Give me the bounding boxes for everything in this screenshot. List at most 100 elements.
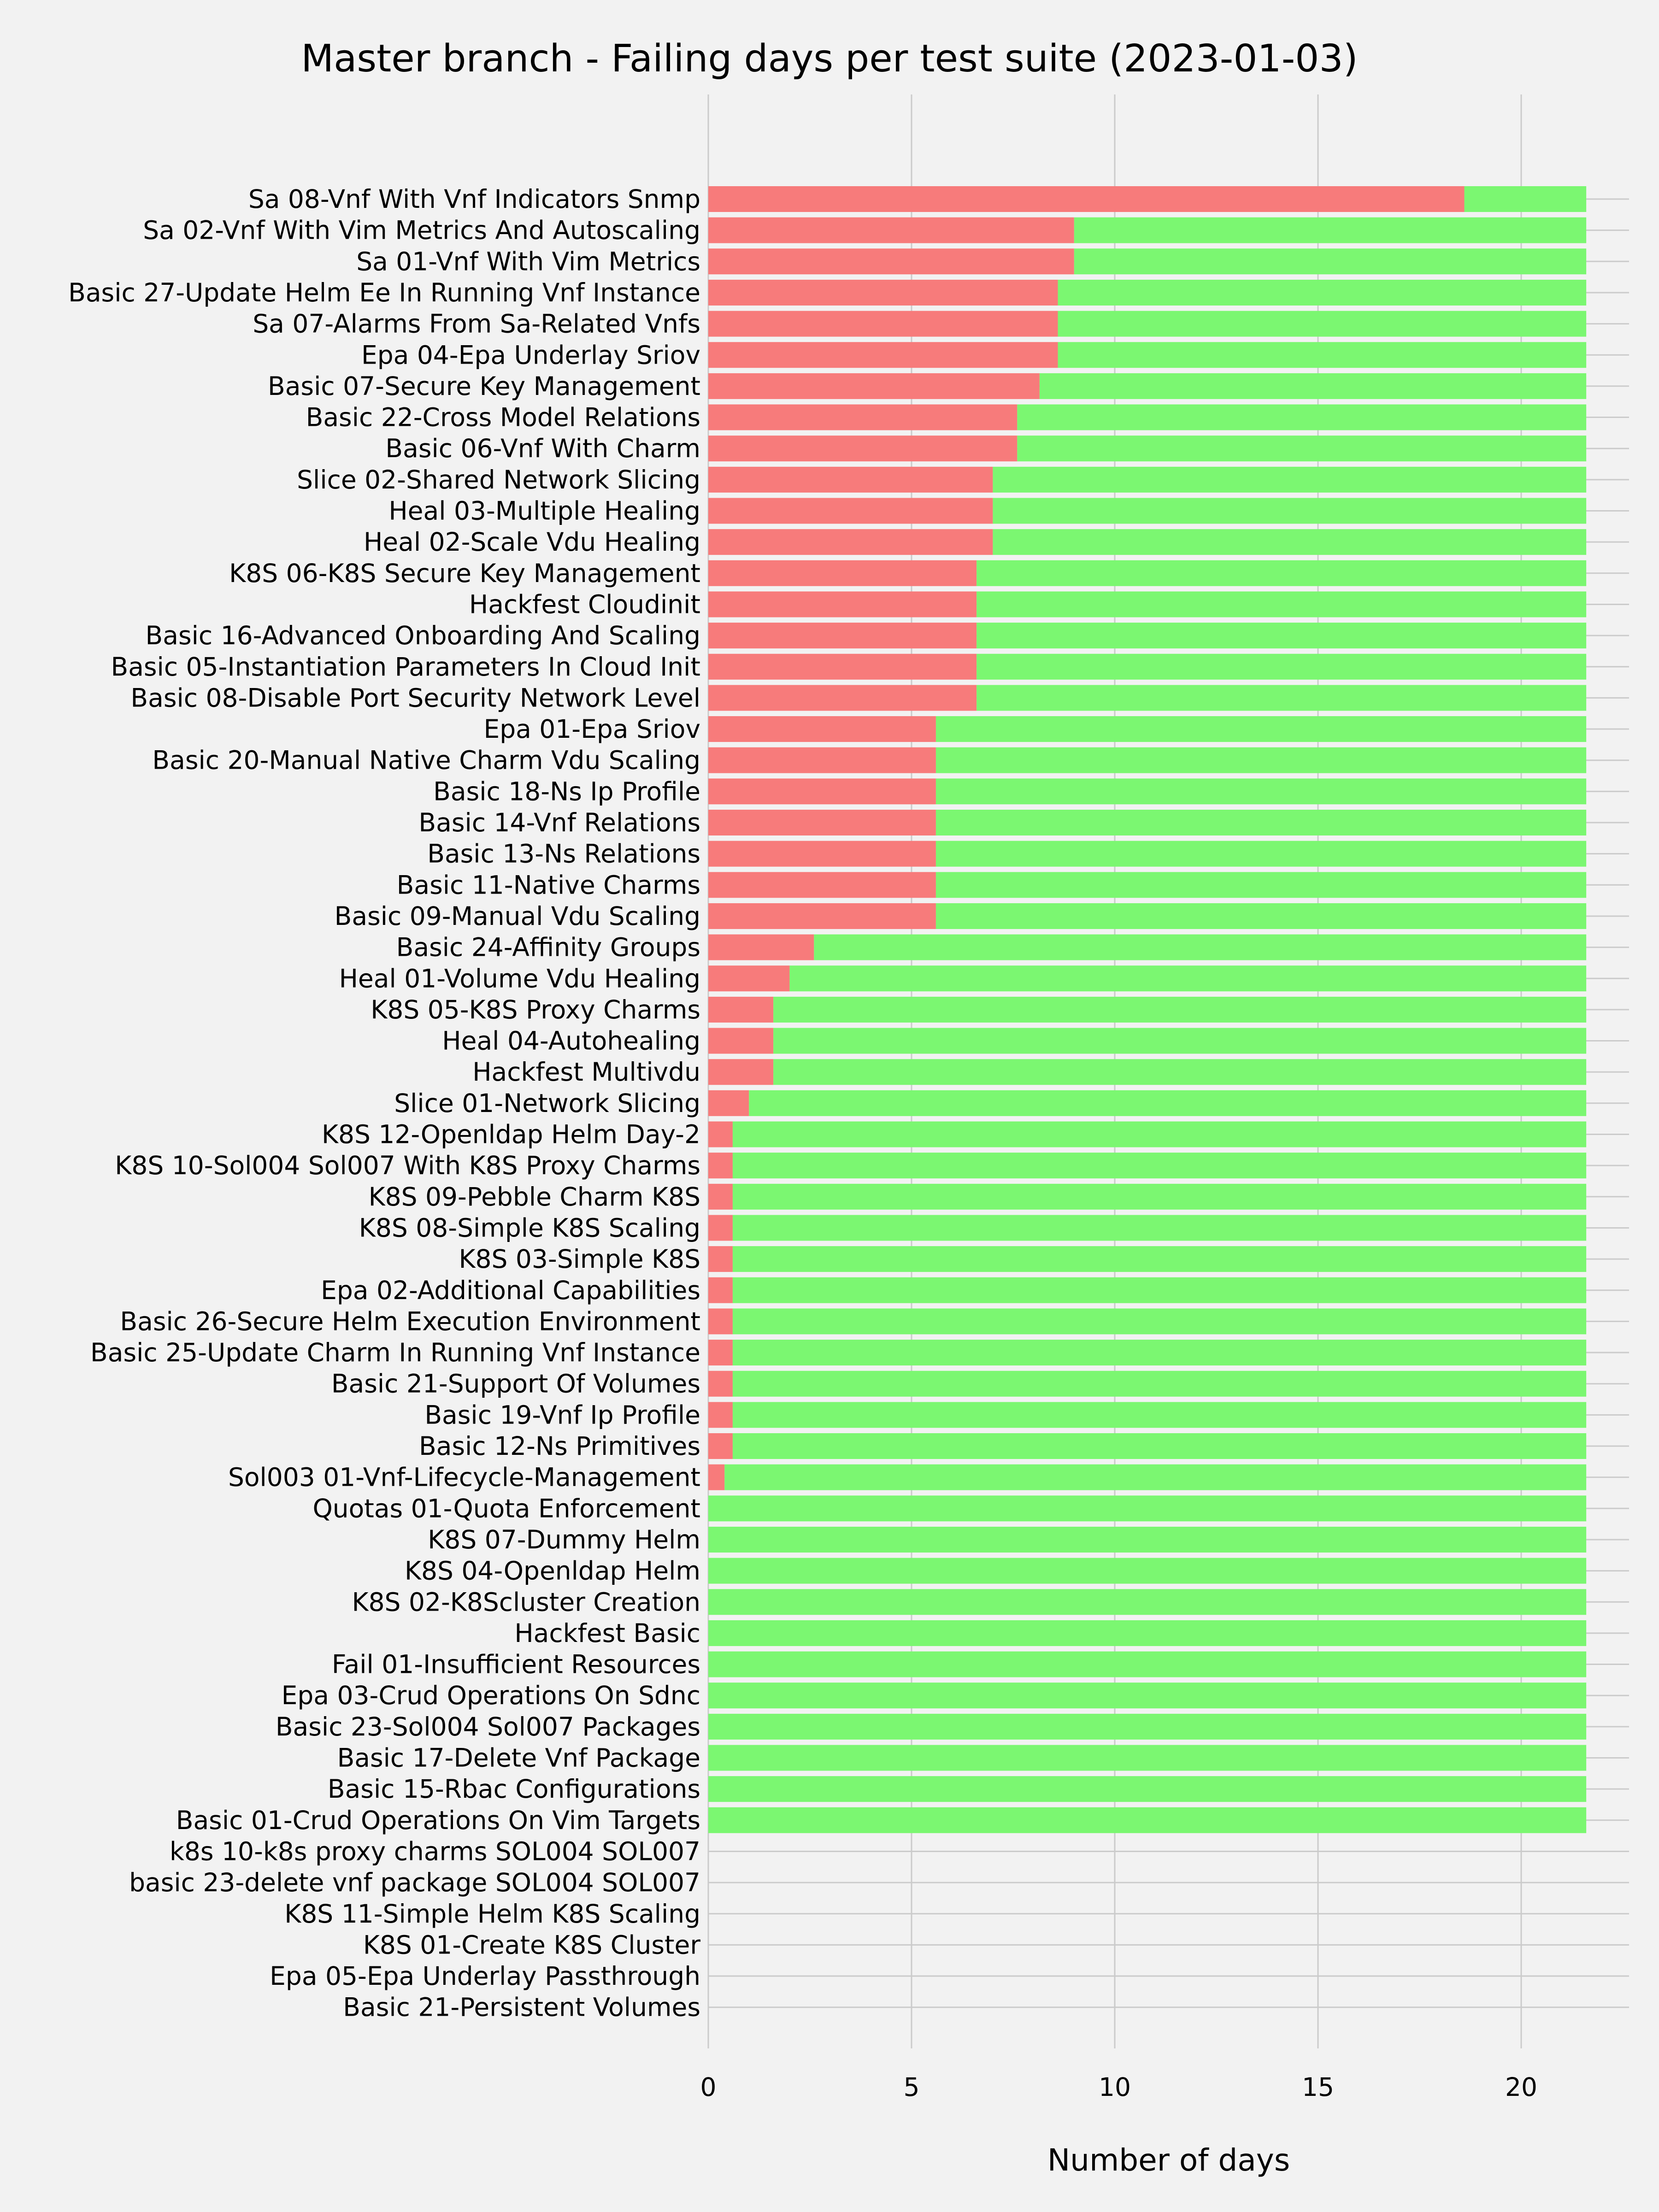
- bar-passing: [732, 1121, 1587, 1147]
- category-label: Basic 18-Ns Ip Profile: [433, 777, 700, 806]
- bar-passing: [708, 1807, 1587, 1833]
- bar-failing: [708, 466, 993, 493]
- category-label: Sa 08-Vnf With Vnf Indicators Snmp: [248, 184, 700, 214]
- bar-failing: [708, 1371, 733, 1397]
- bar-passing: [1074, 217, 1587, 243]
- bar-passing: [935, 716, 1587, 742]
- category-label: K8S 11-Simple Helm K8S Scaling: [284, 1899, 700, 1929]
- category-label: K8S 06-K8S Secure Key Management: [229, 559, 700, 588]
- bar-passing: [935, 841, 1587, 867]
- category-label: Sa 01-Vnf With Vim Metrics: [356, 247, 700, 276]
- bar-failing: [708, 1433, 733, 1459]
- category-label: Basic 01-Crud Operations On Vim Targets: [176, 1806, 700, 1835]
- category-label: Epa 02-Additional Capabilities: [321, 1276, 700, 1305]
- category-label: Basic 14-Vnf Relations: [418, 808, 700, 837]
- category-label: K8S 05-K8S Proxy Charms: [371, 995, 700, 1024]
- category-label: Quotas 01-Quota Enforcement: [312, 1494, 700, 1523]
- bar-failing: [708, 1246, 733, 1272]
- category-label: K8S 04-Openldap Helm: [405, 1556, 700, 1586]
- category-label: Basic 21-Support Of Volumes: [331, 1369, 700, 1399]
- category-label: Heal 04-Autohealing: [442, 1026, 700, 1056]
- category-label: basic 23-delete vnf package SOL004 SOL00…: [129, 1868, 700, 1897]
- bar-passing: [708, 1620, 1587, 1646]
- bar-failing: [708, 248, 1074, 275]
- bar-passing: [993, 466, 1587, 493]
- category-label: Basic 13-Ns Relations: [427, 839, 700, 869]
- bar-failing: [708, 965, 790, 992]
- category-label: Basic 06-Vnf With Charm: [385, 434, 700, 463]
- bar-passing: [708, 1589, 1587, 1615]
- bar-passing: [1058, 311, 1587, 337]
- bar-failing: [708, 560, 977, 586]
- bar-failing: [708, 217, 1074, 243]
- bar-passing: [708, 1526, 1587, 1553]
- bar-passing: [977, 591, 1587, 618]
- bar-failing: [708, 1059, 774, 1085]
- bar-failing: [708, 529, 993, 555]
- bar-passing: [708, 1713, 1587, 1740]
- bar-passing: [935, 810, 1587, 835]
- bar-passing: [732, 1246, 1587, 1272]
- bar-failing: [708, 903, 936, 929]
- category-label: Basic 11-Native Charms: [397, 870, 700, 900]
- bars: [708, 186, 1587, 1833]
- category-label: k8s 10-k8s proxy charms SOL004 SOL007: [170, 1836, 700, 1866]
- bar-passing: [977, 653, 1587, 680]
- bar-passing: [732, 1371, 1587, 1397]
- category-label: Heal 03-Multiple Healing: [388, 496, 700, 526]
- category-label: Basic 25-Update Charm In Running Vnf Ins…: [90, 1338, 700, 1367]
- category-label: K8S 07-Dummy Helm: [428, 1525, 700, 1554]
- category-label: K8S 03-Simple K8S: [459, 1244, 700, 1274]
- category-label: Basic 21-Persistent Volumes: [343, 1993, 700, 2022]
- bar-passing: [977, 685, 1587, 711]
- bar-failing: [708, 747, 936, 773]
- x-axis-label: Number of days: [1047, 2142, 1290, 2178]
- x-tick-label: 5: [904, 2072, 920, 2102]
- bar-passing: [1464, 186, 1587, 212]
- category-label: Epa 01-Epa Sriov: [483, 714, 700, 744]
- bar-passing: [708, 1683, 1587, 1709]
- category-label: K8S 10-Sol004 Sol007 With K8S Proxy Char…: [115, 1151, 700, 1180]
- bar-passing: [773, 996, 1587, 1023]
- bar-failing: [708, 279, 1058, 306]
- bar-passing: [708, 1745, 1587, 1771]
- category-label: Basic 15-Rbac Configurations: [328, 1774, 700, 1804]
- bar-passing: [977, 623, 1587, 649]
- category-label: K8S 09-Pebble Charm K8S: [369, 1182, 700, 1212]
- category-label: Basic 16-Advanced Onboarding And Scaling: [146, 621, 700, 650]
- chart-title: Master branch - Failing days per test su…: [301, 37, 1358, 81]
- bar-passing: [773, 1028, 1587, 1054]
- bar-failing: [708, 404, 1018, 430]
- bar-failing: [708, 435, 1018, 462]
- x-tick-label: 20: [1505, 2072, 1537, 2102]
- bar-passing: [732, 1433, 1587, 1459]
- bar-passing: [732, 1277, 1587, 1303]
- bar-passing: [993, 498, 1587, 524]
- bar-failing: [708, 716, 936, 742]
- bar-failing: [708, 591, 977, 618]
- category-label: K8S 08-Simple K8S Scaling: [359, 1213, 700, 1242]
- category-label: Epa 03-Crud Operations On Sdnc: [282, 1681, 700, 1710]
- bar-failing: [708, 1183, 733, 1210]
- category-label: K8S 02-K8Scluster Creation: [352, 1587, 701, 1617]
- x-tick-label: 10: [1099, 2072, 1131, 2102]
- bar-passing: [789, 965, 1587, 992]
- category-label: Basic 09-Manual Vdu Scaling: [335, 901, 700, 931]
- bar-passing: [993, 529, 1587, 555]
- bar-passing: [1058, 279, 1587, 306]
- category-label: K8S 01-Create K8S Cluster: [363, 1930, 701, 1959]
- bar-passing: [935, 872, 1587, 898]
- category-label: K8S 12-Openldap Helm Day-2: [322, 1120, 700, 1149]
- bar-failing: [708, 498, 993, 524]
- bar-failing: [708, 186, 1465, 212]
- bar-failing: [708, 1402, 733, 1428]
- bar-failing: [708, 1153, 733, 1179]
- bar-passing: [732, 1215, 1587, 1241]
- category-label: Basic 24-Affinity Groups: [396, 933, 700, 962]
- bar-passing: [732, 1308, 1587, 1335]
- bar-failing: [708, 1121, 733, 1147]
- bar-failing: [708, 311, 1058, 337]
- x-tick-label: 15: [1302, 2072, 1334, 2102]
- bar-passing: [732, 1340, 1587, 1366]
